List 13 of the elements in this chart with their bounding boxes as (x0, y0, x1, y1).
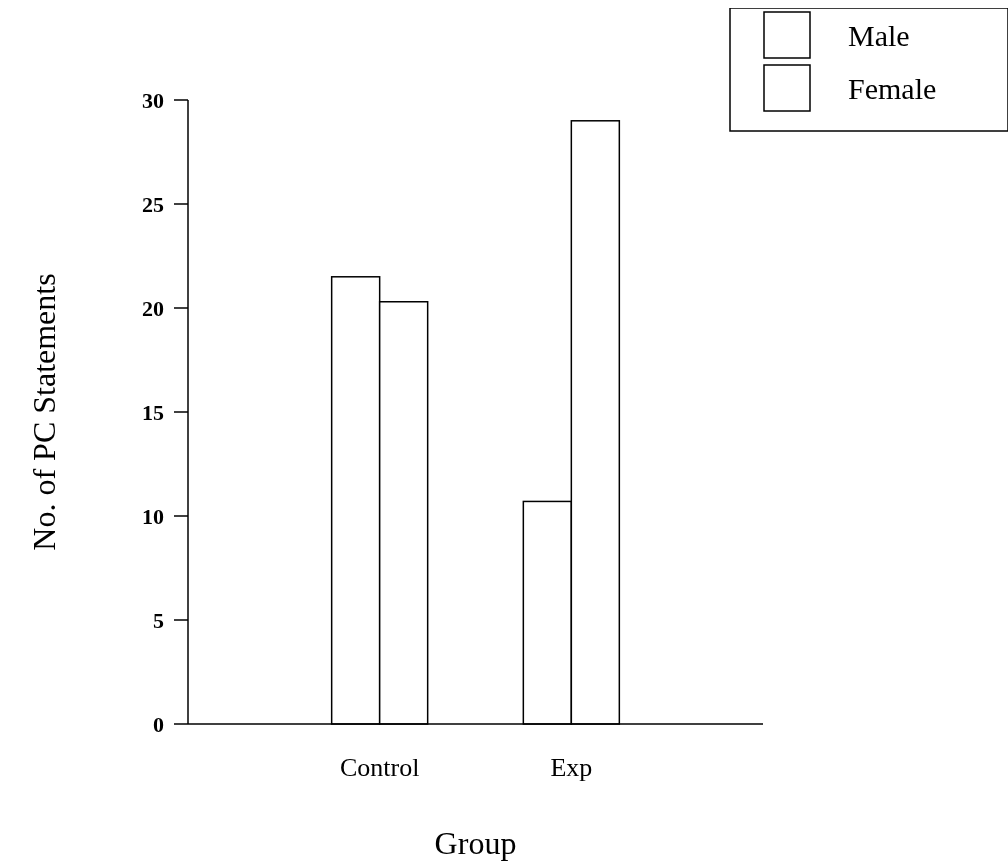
y-tick-label: 30 (142, 87, 164, 113)
legend-label: Male (848, 18, 910, 52)
x-tick-label: Control (339, 753, 420, 782)
y-axis-title: No. of PC Statements (26, 273, 62, 551)
x-axis-title: Group (434, 825, 517, 861)
y-tick-label: 10 (142, 503, 164, 529)
y-tick-label: 5 (153, 607, 164, 633)
y-tick-label: 25 (142, 191, 164, 217)
y-tick-label: 20 (142, 295, 164, 321)
y-tick-label: 0 (153, 711, 164, 737)
legend-label: Female (848, 71, 937, 105)
y-tick-label: 15 (142, 399, 164, 425)
x-tick-label: Exp (550, 753, 593, 782)
